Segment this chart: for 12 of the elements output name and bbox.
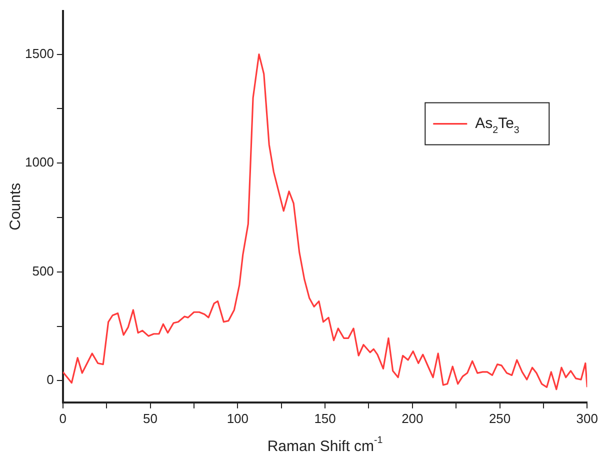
y-tick-label: 0: [46, 372, 54, 388]
y-tick-label: 1000: [25, 154, 54, 170]
x-tick-label: 100: [226, 410, 249, 426]
x-tick-label: 200: [402, 410, 424, 426]
y-tick-label: 1500: [25, 46, 54, 61]
y-axis-title: Counts: [7, 182, 24, 230]
x-tick-label: 250: [488, 410, 511, 426]
y-tick-label: 500: [32, 263, 54, 278]
x-tick-label: 0: [59, 410, 67, 426]
x-tick-label: 50: [143, 410, 158, 426]
x-tick-label: 300: [576, 410, 598, 426]
x-tick-label: 150: [314, 410, 336, 426]
